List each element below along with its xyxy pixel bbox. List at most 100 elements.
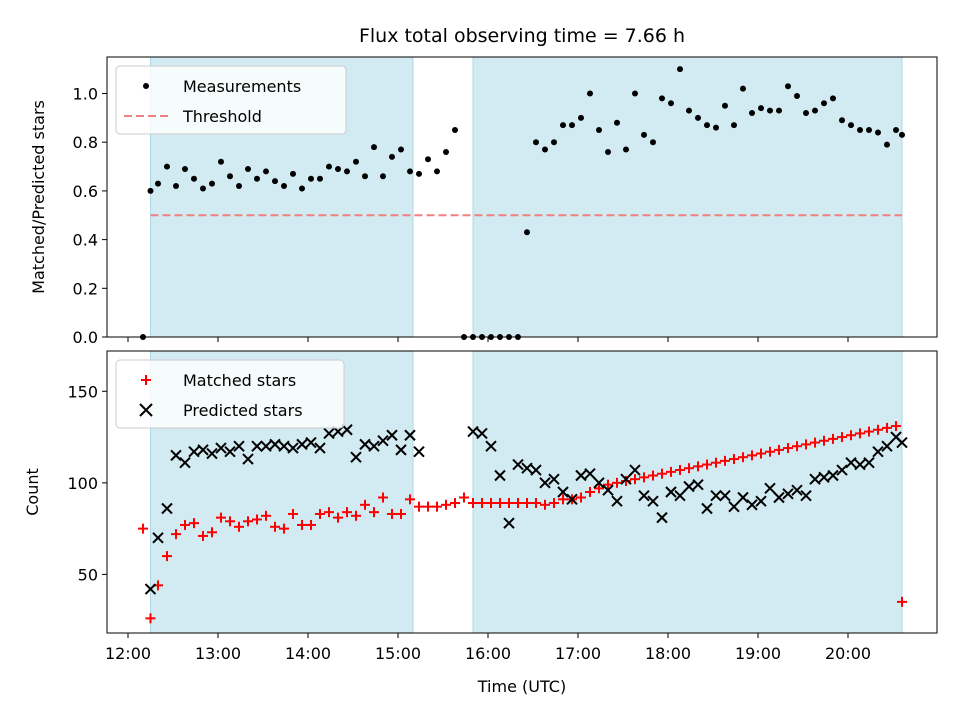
matched-star-point [297, 519, 307, 530]
x-b [674, 489, 686, 502]
measurement-point [623, 146, 629, 153]
x-b [728, 500, 740, 513]
measurement-point [848, 122, 854, 129]
matched-star-point [315, 508, 325, 519]
measurement-point [371, 144, 377, 151]
matched-star-point [306, 519, 316, 530]
x-b [152, 532, 164, 544]
matched-star-point [252, 514, 262, 525]
shaded-interval-1 [472, 56, 903, 338]
measurement-point [884, 141, 890, 148]
matched-star-point [261, 510, 271, 521]
predicted-star-point [737, 491, 749, 504]
matched-star-point [621, 476, 631, 487]
matched-star-point [873, 424, 883, 435]
x-tick-label: 17:00 [555, 644, 601, 663]
y-tick-label: 0.0 [73, 328, 98, 347]
matched-star-point [711, 457, 721, 468]
legend-marker-dot [143, 83, 149, 89]
measurement-point [767, 107, 773, 114]
x-b [242, 453, 254, 465]
y-tick-label: 0.8 [73, 133, 98, 152]
predicted-star-point [314, 442, 326, 454]
x-b [368, 440, 380, 452]
shaded-interval-1 [472, 350, 903, 634]
matched-star-point [414, 501, 424, 512]
measurement-point [677, 66, 683, 73]
matched-star-point [396, 508, 406, 519]
measurement-point [335, 166, 341, 172]
predicted-star-point [629, 464, 641, 476]
predicted-star-point [656, 511, 668, 524]
matched-star-point [549, 497, 559, 508]
x-b [305, 436, 317, 449]
measurement-point [812, 107, 818, 114]
x-b [773, 491, 785, 504]
x-b [233, 440, 245, 452]
x-b [896, 436, 908, 449]
matched-star-point [702, 459, 712, 470]
predicted-star-point [467, 425, 479, 438]
matched-star-point [738, 452, 748, 463]
measurement-point [164, 163, 170, 170]
x-b [638, 489, 650, 502]
y-tick-label: 150 [67, 382, 98, 401]
predicted-star-point [224, 446, 236, 458]
predicted-star-point [602, 484, 614, 496]
x-tick-label: 19:00 [735, 644, 781, 663]
predicted-star-point [773, 491, 785, 504]
x-b [629, 464, 641, 476]
predicted-star-point [665, 486, 677, 498]
predicted-star-point [485, 440, 497, 452]
measurement-point [254, 175, 260, 182]
matched-star-point [720, 455, 730, 466]
x-b [890, 431, 902, 443]
measurement-point [560, 122, 566, 129]
measurement-point [290, 170, 296, 177]
x-b [701, 502, 713, 515]
y-tick-label: 100 [67, 474, 98, 493]
x-b [485, 440, 497, 452]
measurement-point [299, 185, 305, 192]
matched-star-point [216, 512, 226, 523]
x-b [863, 456, 875, 469]
predicted-star-point [170, 449, 182, 462]
x-b [665, 486, 677, 498]
matched-star-point [405, 494, 415, 505]
measurement-point [794, 92, 800, 99]
measurement-point [722, 102, 728, 109]
legend-marker-x-b [139, 403, 153, 417]
measurement-point [650, 139, 656, 146]
matched-star-point [837, 432, 847, 443]
predicted-star-point [323, 427, 335, 440]
legend-label: Measurements [183, 77, 301, 96]
measurement-point [147, 187, 154, 194]
predicted-star-point [611, 495, 623, 507]
x-b [476, 427, 488, 440]
matched-star-point [342, 507, 352, 518]
x-b [395, 444, 407, 456]
measurement-point [434, 168, 440, 175]
predicted-star-point [368, 440, 380, 452]
x-tick-label: 12:00 [105, 644, 151, 663]
measurement-point [227, 173, 233, 180]
x-b [692, 478, 704, 491]
x-b [386, 429, 398, 441]
measurement-point [416, 170, 422, 177]
predicted-star-point [683, 480, 695, 493]
x-tick-label: 14:00 [285, 644, 331, 663]
matched-star-point [432, 501, 442, 512]
x-b [512, 458, 524, 471]
predicted-star-point [233, 440, 245, 452]
measurement-point [641, 131, 647, 138]
matched-star-point [846, 430, 856, 441]
x-b [566, 493, 578, 506]
matched-star-point [756, 448, 766, 459]
matched-star-point [639, 472, 649, 483]
measurement-point [218, 158, 224, 165]
x-b [188, 446, 200, 458]
predicted-star-point [161, 502, 173, 515]
matched-star-point [513, 497, 523, 508]
predicted-star-point [692, 478, 704, 491]
predicted-star-point [251, 440, 263, 452]
